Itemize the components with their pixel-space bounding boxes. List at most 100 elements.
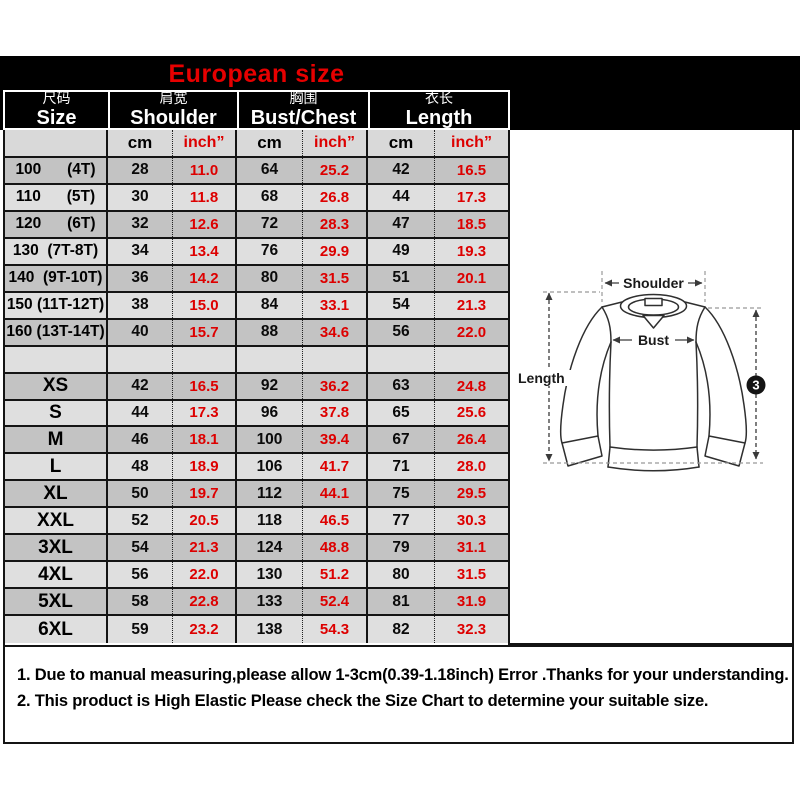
shoulder-cm-cell: 42	[108, 373, 173, 399]
table-row: S 44 17.3 96 37.8 65 25.6	[5, 400, 508, 428]
bust-inch-cell	[303, 346, 368, 372]
bust-inch-cell: 44.1	[303, 481, 368, 507]
length-cm-cell: 75	[368, 481, 435, 507]
size-cell: 120 (6T)	[5, 211, 108, 237]
unit-inch-shoulder: inch”	[173, 130, 237, 156]
length-inch-cell: 26.4	[456, 431, 487, 449]
shoulder-inch-cell: 18.1	[173, 427, 237, 453]
unit-cm-shoulder: cm	[108, 130, 173, 156]
bust-cm-cell: 96	[237, 400, 303, 426]
shoulder-inch-cell: 22.8	[173, 589, 237, 615]
shoulder-cm-cell: 28	[108, 158, 173, 183]
bust-cm-cell: 124	[237, 535, 303, 561]
size-cell: 160 (13T-14T)	[5, 319, 108, 345]
bust-cm-cell: 68	[237, 184, 303, 210]
header-shoulder-cn: 肩宽	[159, 90, 188, 107]
shoulder-cm-cell: 38	[108, 292, 173, 318]
header-shoulder: 肩宽 Shoulder	[108, 90, 237, 129]
shoulder-cm-cell	[108, 346, 173, 372]
header-bust-en: Bust/Chest	[250, 106, 357, 129]
size-cell: XL	[5, 481, 108, 507]
measurement-diagram: Shoulder Bust Length 3	[510, 130, 794, 645]
collar-label	[644, 297, 663, 307]
table-row: XS 42 16.5 92 36.2 63 24.8	[5, 373, 508, 401]
header-size-cn: 尺码	[42, 90, 71, 107]
bust-inch-cell: 51.2	[303, 562, 368, 588]
length-inch-cell: 28.0	[456, 458, 487, 476]
size-cell: XXL	[5, 508, 108, 534]
bust-inch-cell: 39.4	[303, 427, 368, 453]
note-line-2: 2. This product is High Elastic Please c…	[17, 691, 709, 710]
length-cm-cell: 81	[368, 589, 435, 615]
length-inch-cell: 20.1	[456, 269, 487, 287]
size-cell: XS	[5, 373, 108, 399]
length-cm-cell	[368, 346, 435, 372]
table-row: M 46 18.1 100 39.4 67 26.4	[5, 427, 508, 455]
length-cm-cell: 71	[368, 454, 435, 480]
bust-inch-cell: 52.4	[303, 589, 368, 615]
table-row: XL 50 19.7 112 44.1 75 29.5	[5, 481, 508, 509]
table-row: 150 (11T-12T) 38 15.0 84 33.1 54 21.3	[5, 292, 508, 320]
length-inch-cell: 22.0	[456, 323, 487, 341]
shoulder-cm-cell: 50	[108, 481, 173, 507]
bust-inch-cell: 29.9	[303, 238, 368, 264]
shoulder-cm-cell: 54	[108, 535, 173, 561]
shoulder-inch-cell: 18.9	[173, 454, 237, 480]
table-row: 5XL 58 22.8 133 52.4 81 31.9	[5, 589, 508, 617]
bust-inch-cell: 46.5	[303, 508, 368, 534]
length-cm-cell: 77	[368, 508, 435, 534]
length-cm-cell: 82	[368, 616, 435, 643]
shoulder-inch-cell: 23.2	[173, 616, 237, 643]
table-body: cm inch” cm inch” cm inch” 100 (4T) 28 1…	[3, 130, 510, 645]
bust-cm-cell: 84	[237, 292, 303, 318]
size-cell: 130 (7T-8T)	[5, 238, 108, 264]
bust-cm-cell: 72	[237, 211, 303, 237]
header-bust: 胸围 Bust/Chest	[237, 90, 368, 129]
bust-cm-cell: 76	[237, 238, 303, 264]
notes-box: 1. Due to manual measuring,please allow …	[3, 645, 794, 744]
unit-cm-length: cm	[368, 130, 435, 156]
note-line-1: 1. Due to manual measuring,please allow …	[17, 666, 789, 684]
shoulder-cm-cell: 59	[108, 616, 173, 643]
size-cell: 100 (4T)	[5, 158, 108, 183]
table-row: 100 (4T) 28 11.0 64 25.2 42 16.5	[5, 158, 508, 185]
size-cell: M	[5, 427, 108, 453]
size-table: 尺码 Size 肩宽 Shoulder 胸围 Bust/Chest 衣长 Len…	[3, 90, 510, 645]
shoulder-cm-cell: 40	[108, 319, 173, 345]
length-cm-cell: 49	[368, 238, 435, 264]
shoulder-inch-cell: 13.4	[173, 238, 237, 264]
length-inch-cell: 29.5	[456, 485, 487, 503]
bust-inch-cell: 25.2	[303, 158, 368, 183]
length-cm-cell: 63	[368, 373, 435, 399]
bust-inch-cell: 54.3	[303, 616, 368, 643]
length-inch-cell: 31.1	[456, 539, 487, 557]
length-cm-cell: 47	[368, 211, 435, 237]
length-inch-cell	[435, 347, 508, 372]
shoulder-cm-cell: 34	[108, 238, 173, 264]
bust-cm-cell	[237, 346, 303, 372]
table-header-row: 尺码 Size 肩宽 Shoulder 胸围 Bust/Chest 衣长 Len…	[3, 90, 510, 130]
length-inch-cell: 16.5	[456, 161, 487, 179]
bust-cm-cell: 112	[237, 481, 303, 507]
unit-inch-bust: inch”	[303, 130, 368, 156]
length-cm-cell: 54	[368, 292, 435, 318]
bust-cm-cell: 106	[237, 454, 303, 480]
header-length-en: Length	[405, 106, 473, 129]
bust-inch-cell: 36.2	[303, 373, 368, 399]
size-cell: S	[5, 400, 108, 426]
length-inch-cell: 24.8	[456, 377, 487, 395]
shoulder-inch-cell: 19.7	[173, 481, 237, 507]
size-table-rows: 100 (4T) 28 11.0 64 25.2 42 16.5 110 (5T…	[5, 158, 508, 643]
length-inch-cell: 18.5	[456, 215, 487, 233]
sweatshirt-diagram-svg: Shoulder Bust Length 3	[516, 271, 766, 472]
table-row: 160 (13T-14T) 40 15.7 88 34.6 56 22.0	[5, 319, 508, 347]
shoulder-cm-cell: 58	[108, 589, 173, 615]
header-length: 衣长 Length	[368, 90, 508, 129]
bust-cm-cell: 64	[237, 158, 303, 183]
shoulder-cm-cell: 36	[108, 265, 173, 291]
header-bust-cn: 胸围	[289, 90, 318, 107]
unit-row: cm inch” cm inch” cm inch”	[5, 130, 508, 158]
bust-inch-cell: 26.8	[303, 184, 368, 210]
shoulder-cm-cell: 48	[108, 454, 173, 480]
